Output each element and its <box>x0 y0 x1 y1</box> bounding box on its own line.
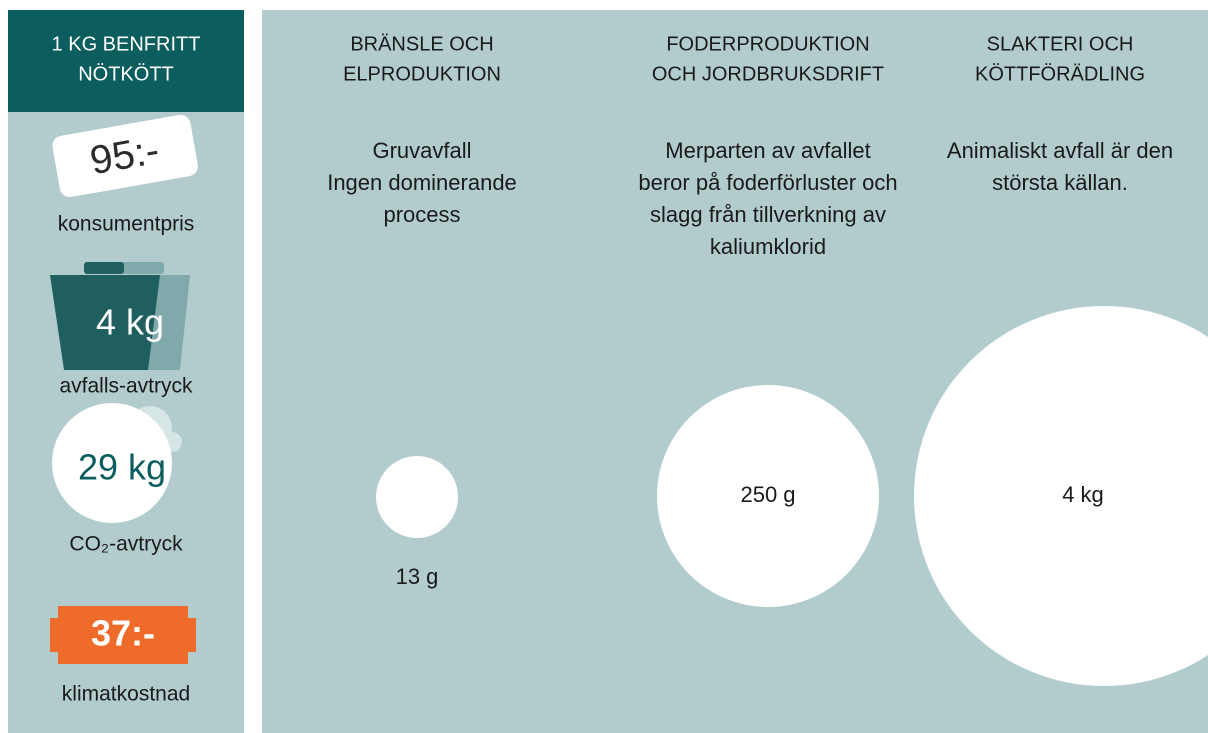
price-tag <box>52 114 198 198</box>
column-heading: OCH JORDBRUKSDRIFT <box>652 63 884 85</box>
bin-icon <box>50 262 190 370</box>
column-heading: KÖTTFÖRÄDLING <box>975 63 1145 85</box>
sidebar-title: 1 KG BENFRITT <box>52 33 201 55</box>
column-description: Ingen dominerande <box>327 170 517 195</box>
column-heading: FODERPRODUKTION <box>666 33 869 55</box>
climate-tag <box>50 606 196 664</box>
bubble <box>657 385 879 607</box>
column-description: kaliumklorid <box>710 234 826 259</box>
item-label: konsumentpris <box>58 213 195 236</box>
bubble <box>376 456 458 538</box>
column-description: Animaliskt avfall är den <box>947 138 1173 163</box>
column-heading: SLAKTERI OCH <box>987 33 1134 55</box>
item-label: CO₂-avtryck <box>69 533 183 556</box>
climate-value: 37:- <box>91 613 155 654</box>
column-heading: ELPRODUKTION <box>343 63 501 85</box>
amount-label: 250 g <box>740 482 795 507</box>
column-description: process <box>383 202 460 227</box>
bubble <box>914 306 1208 686</box>
amount-label: 13 g <box>396 564 439 589</box>
amount-label: 4 kg <box>1062 482 1104 507</box>
waste-value: 4 kg <box>96 302 164 343</box>
co2-value: 29 kg <box>78 447 166 488</box>
column-description: beror på foderförluster och <box>638 170 897 195</box>
sidebar-title: NÖTKÖTT <box>78 63 174 85</box>
sidebar-header <box>8 10 244 112</box>
item-label: klimatkostnad <box>62 683 190 706</box>
cloud-icon <box>52 403 182 523</box>
item-label: avfalls-avtryck <box>59 375 193 398</box>
column-heading: BRÄNSLE OCH <box>350 33 493 55</box>
column-description: Gruvavfall <box>372 138 471 163</box>
column-description: slagg från tillverkning av <box>650 202 886 227</box>
column-description: Merparten av avfallet <box>665 138 870 163</box>
column-description: största källan. <box>992 170 1128 195</box>
